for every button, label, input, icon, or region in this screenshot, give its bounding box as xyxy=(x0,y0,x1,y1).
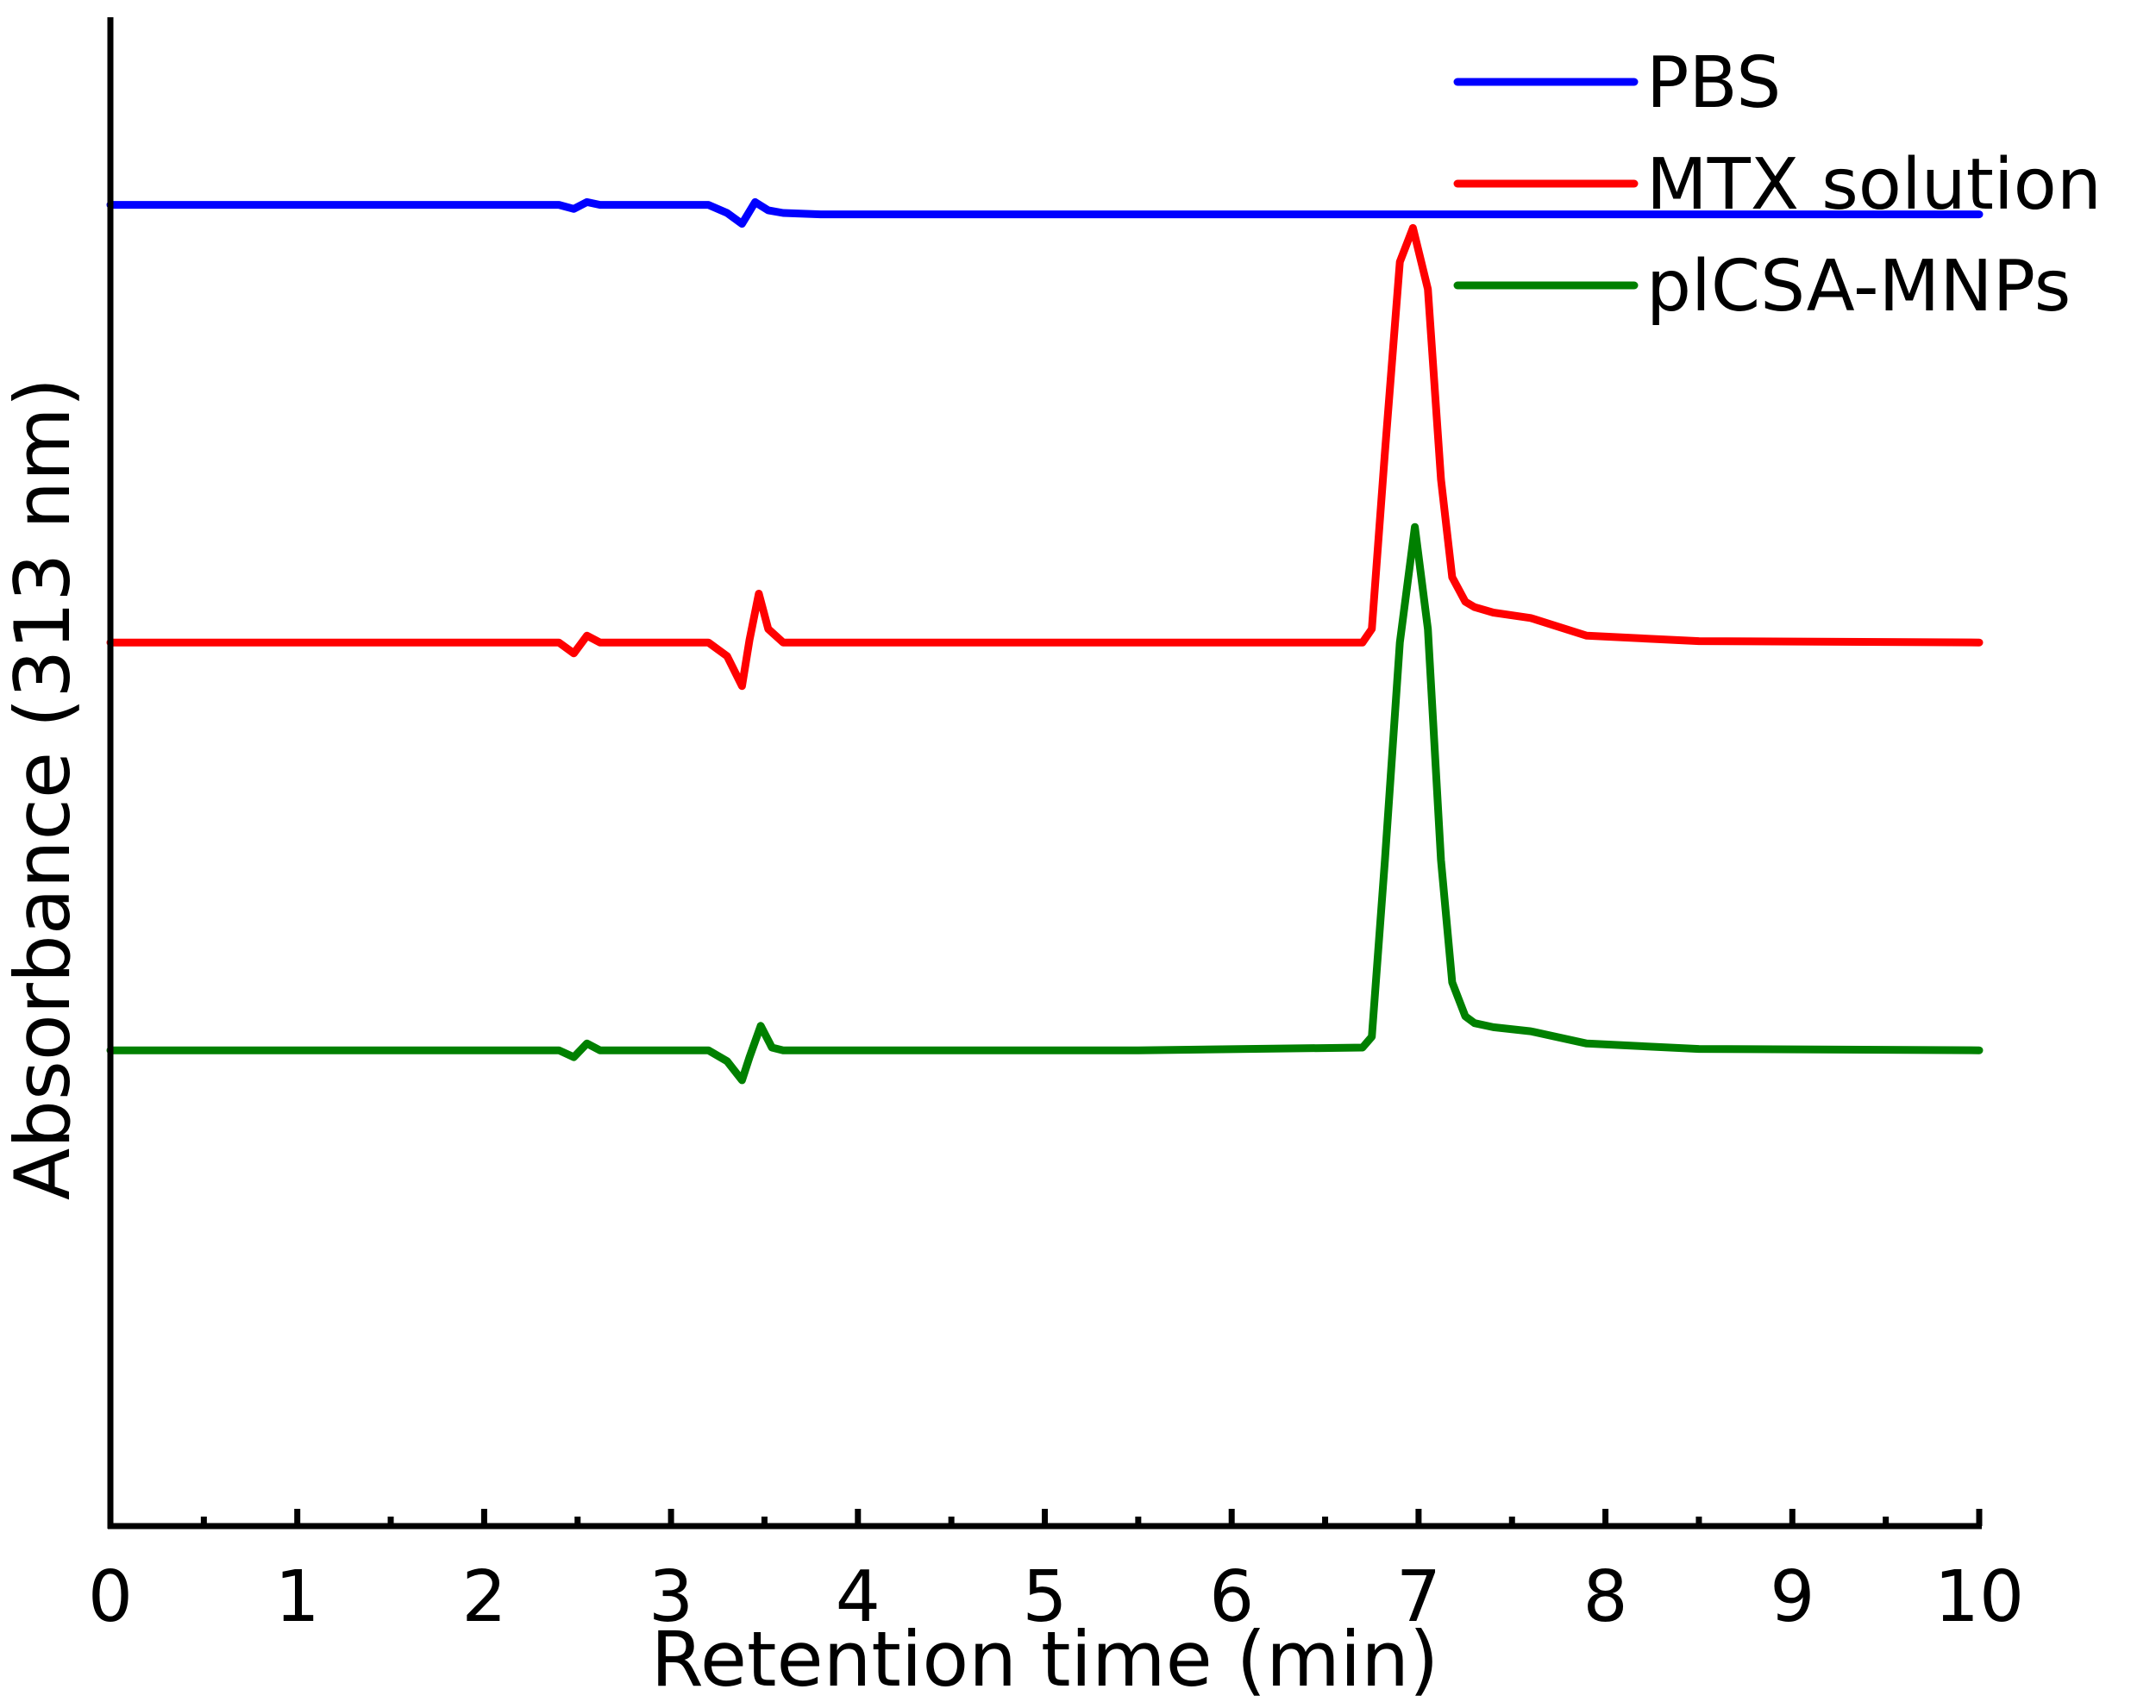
x-tick-label: 2 xyxy=(461,1556,506,1638)
x-axis-title: Retention time (min) xyxy=(651,1615,1439,1704)
series-line xyxy=(106,522,1984,1085)
legend-label: plCSA-MNPs xyxy=(1646,246,2071,328)
axes-layer xyxy=(107,17,1982,1530)
legend-label: MTX solution xyxy=(1646,144,2102,226)
x-tick-label: 9 xyxy=(1770,1556,1814,1638)
x-tick-label: 10 xyxy=(1934,1556,2024,1638)
x-tick-label: 6 xyxy=(1209,1556,1254,1638)
series-line xyxy=(106,223,1984,691)
x-ticks: 0 1 2 3 4 5 6 7 8 9 10 xyxy=(88,1509,2024,1638)
x-tick-label: 3 xyxy=(649,1556,693,1638)
x-tick-label: 5 xyxy=(1022,1556,1067,1638)
series-line xyxy=(106,197,1984,228)
y-axis-title: Absorbance (313 nm) xyxy=(0,378,87,1200)
x-tick-label: 4 xyxy=(836,1556,881,1638)
x-tick-label: 1 xyxy=(275,1556,320,1638)
x-tick-label: 0 xyxy=(88,1556,133,1638)
legend: PBS MTX solution plCSA-MNPs xyxy=(1453,42,2102,328)
series-layer xyxy=(106,197,1984,1085)
x-tick-label: 7 xyxy=(1396,1556,1441,1638)
x-tick-label: 8 xyxy=(1583,1556,1628,1638)
legend-label: PBS xyxy=(1646,42,1781,124)
